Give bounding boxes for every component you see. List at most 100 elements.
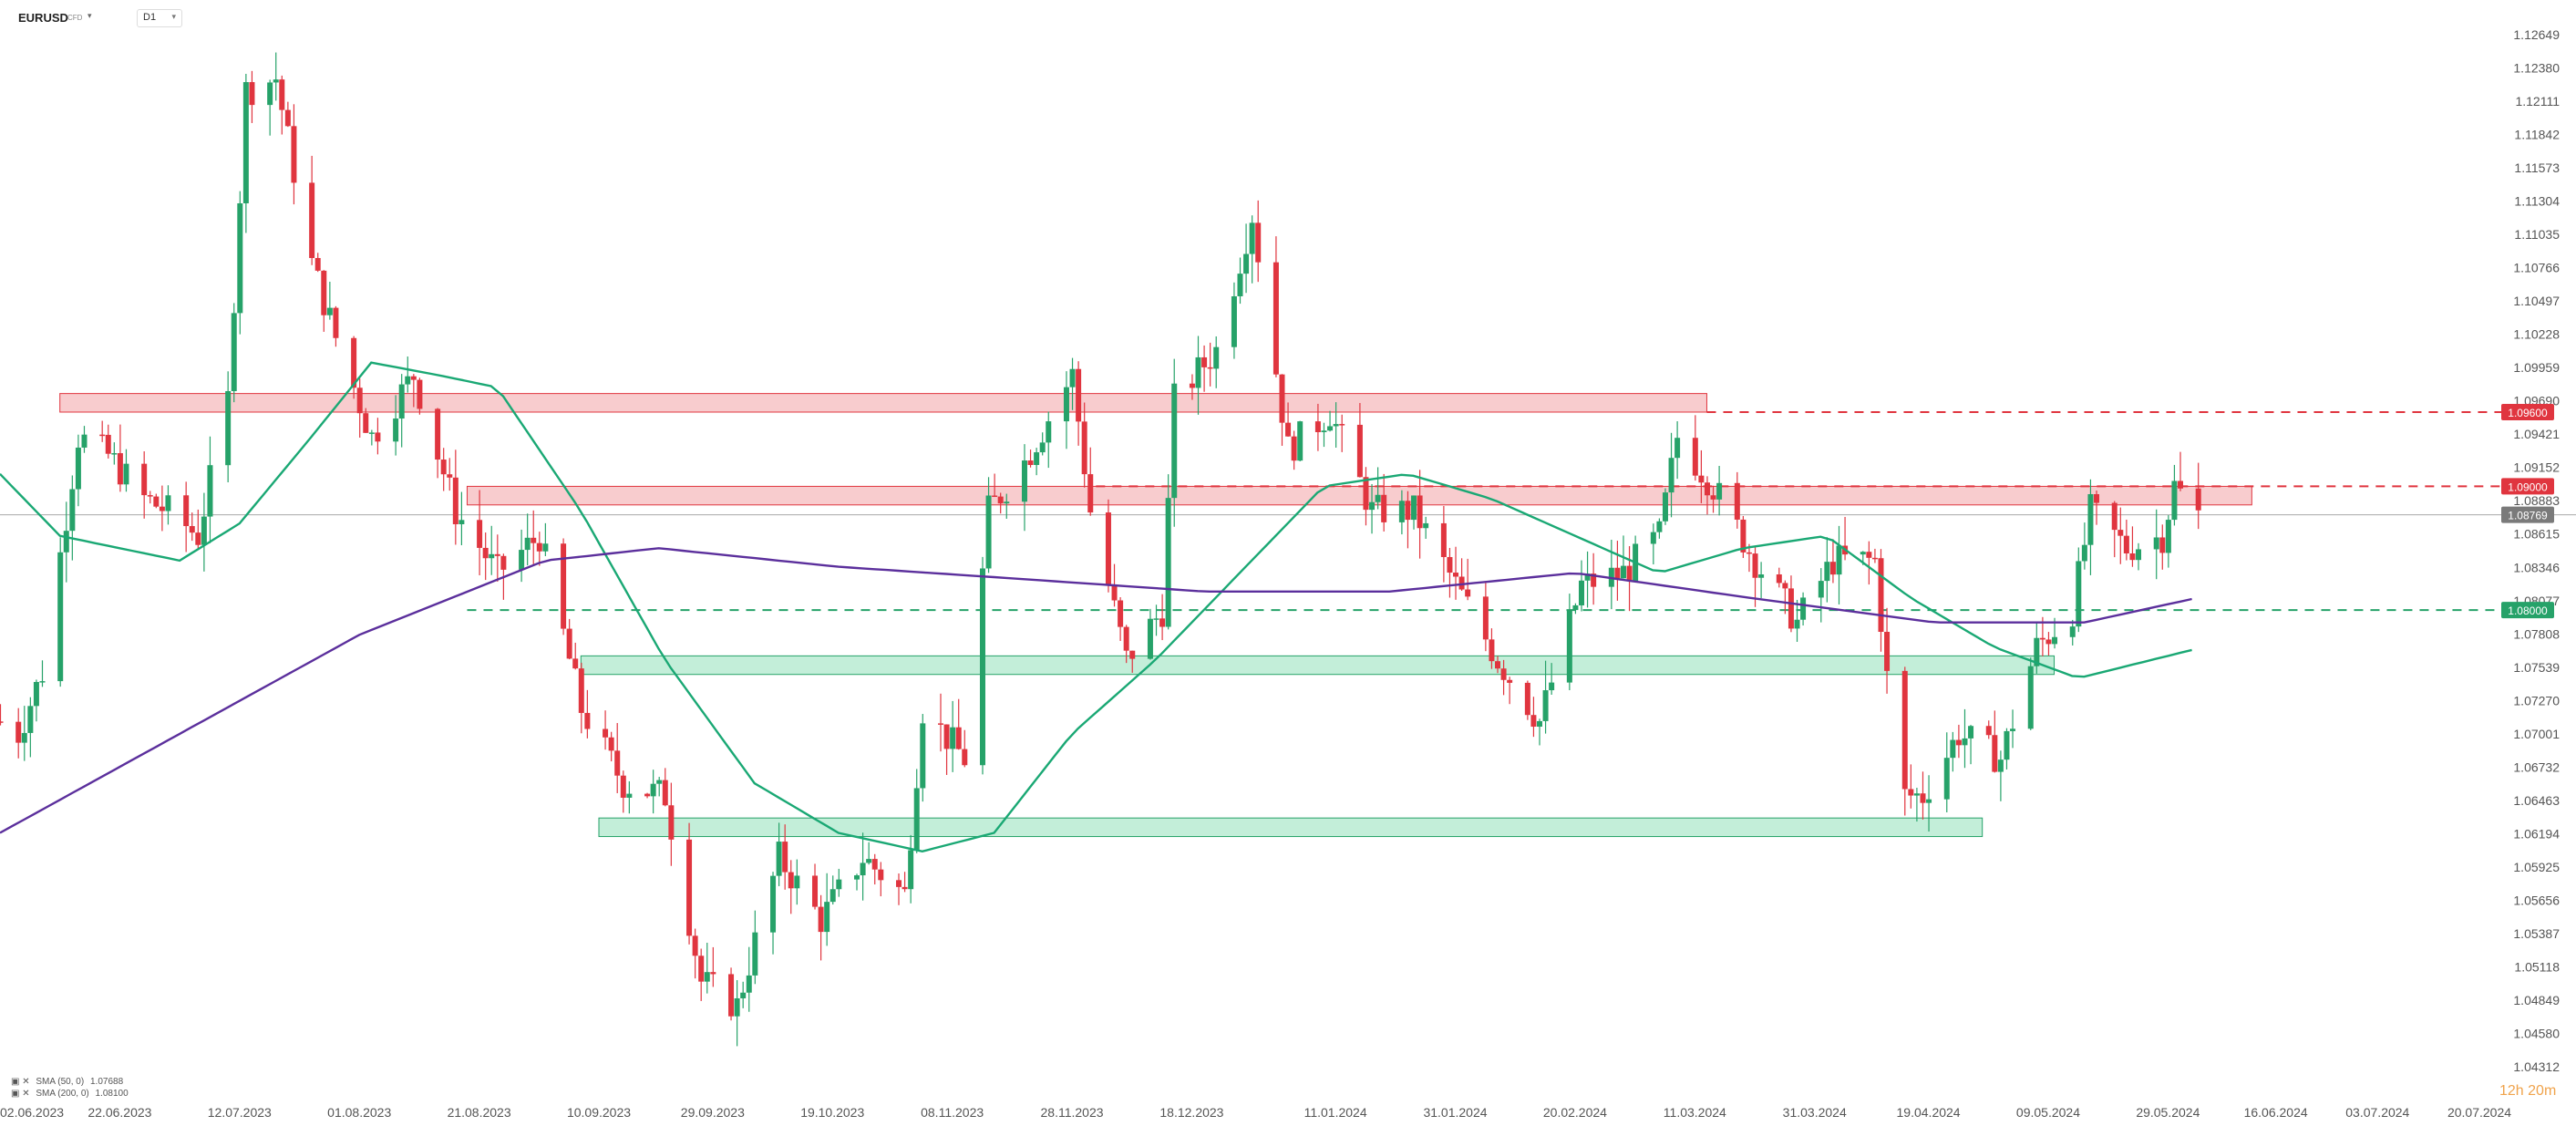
candle <box>1584 551 1591 608</box>
resistance-zone <box>59 393 1707 413</box>
candle <box>1285 402 1292 437</box>
candle <box>1027 449 1034 468</box>
candle <box>452 449 459 545</box>
legend-sma200[interactable]: ▣ ✕ SMA (200, 0) 1.08100 <box>7 1088 129 1100</box>
svg-text:1.08769: 1.08769 <box>2508 510 2548 522</box>
candle <box>603 710 609 750</box>
symbol-name[interactable]: EURUSD <box>18 11 68 25</box>
price-labels: 1.09600 1.09000 1.08000 1.08769 <box>2501 403 2554 619</box>
candle <box>1231 282 1237 359</box>
candle <box>482 532 489 581</box>
x-tick-label: 29.09.2023 <box>681 1105 745 1120</box>
candle <box>1656 518 1663 539</box>
candle <box>650 770 656 814</box>
y-tick-label: 1.11304 <box>2514 194 2560 209</box>
candle <box>734 980 740 1047</box>
candle <box>2034 622 2040 674</box>
y-tick-label: 1.12649 <box>2513 27 2560 42</box>
candle <box>740 981 747 1008</box>
candle <box>2159 524 2166 570</box>
candle <box>1710 485 1716 513</box>
candle <box>267 79 273 136</box>
candle <box>1063 371 1069 449</box>
y-tick-label: 1.11035 <box>2514 227 2560 242</box>
timeframe-select[interactable]: D1 ▾ <box>137 9 182 27</box>
y-tick-label: 1.05118 <box>2514 959 2560 974</box>
candle <box>356 378 363 439</box>
candle <box>836 868 842 897</box>
candle <box>1213 336 1220 388</box>
x-tick-label: 20.07.2024 <box>2447 1105 2511 1120</box>
candle <box>1829 539 1836 584</box>
x-tick-label: 11.01.2024 <box>1304 1105 1367 1120</box>
candle <box>794 859 800 905</box>
candle <box>992 473 998 498</box>
candle <box>225 371 232 483</box>
candle <box>279 75 285 135</box>
candle <box>1752 546 1758 607</box>
candle <box>321 270 327 332</box>
sma200-line <box>0 547 2192 834</box>
candle <box>1417 470 1423 559</box>
candle <box>788 860 794 914</box>
candle <box>0 704 4 726</box>
candle <box>1985 720 1992 739</box>
candle <box>1572 603 1579 615</box>
y-tick-label: 1.09421 <box>2513 427 2560 441</box>
candle <box>1039 432 1046 456</box>
candle <box>979 556 985 775</box>
x-tick-label: 18.12.2023 <box>1159 1105 1223 1120</box>
x-tick-label: 01.08.2023 <box>327 1105 391 1120</box>
candle <box>704 942 710 994</box>
y-tick-label: 1.11573 <box>2514 160 2560 175</box>
visibility-icon[interactable]: ▣ ✕ <box>11 1077 30 1087</box>
candle <box>2087 479 2094 575</box>
candle <box>1913 788 1920 822</box>
y-tick-label: 1.07539 <box>2513 660 2560 675</box>
candle <box>141 451 148 519</box>
y-tick-label: 1.04849 <box>2513 993 2560 1007</box>
support-zone <box>598 817 1984 838</box>
candle <box>698 948 705 1001</box>
candle <box>1255 200 1262 283</box>
candle <box>1836 525 1842 604</box>
candle <box>27 697 34 758</box>
candle <box>824 873 830 946</box>
candle <box>2004 728 2010 770</box>
candle <box>1405 491 1411 549</box>
symbol-dropdown-icon[interactable]: ▾ <box>88 11 92 20</box>
chart-toolbar: EURUSD CFD ▾ D1 ▾ <box>0 0 273 27</box>
candle <box>519 529 525 583</box>
candle <box>1279 374 1285 446</box>
x-tick-label: 12.07.2023 <box>208 1105 272 1120</box>
x-tick-label: 28.11.2023 <box>1041 1105 1104 1120</box>
candle <box>812 863 819 910</box>
candle <box>1842 516 1849 561</box>
moving-averages <box>0 361 2192 853</box>
candle <box>1614 541 1621 601</box>
candle <box>710 946 716 987</box>
candle <box>752 910 758 985</box>
candle <box>584 689 591 739</box>
candle <box>1171 358 1178 527</box>
candle <box>1453 546 1459 600</box>
candle <box>1674 421 1681 480</box>
x-tick-label: 02.06.2023 <box>0 1105 64 1120</box>
candle <box>1237 257 1243 305</box>
price-levels <box>0 410 2576 612</box>
candle <box>2094 491 2100 525</box>
visibility-icon[interactable]: ▣ ✕ <box>11 1089 30 1099</box>
y-tick-label: 1.04580 <box>2513 1026 2560 1040</box>
candle <box>542 522 549 556</box>
legend-sma50[interactable]: ▣ ✕ SMA (50, 0) 1.07688 <box>7 1076 129 1088</box>
candle <box>1992 710 1998 773</box>
candle <box>1147 608 1153 660</box>
candle <box>1824 537 1830 603</box>
candle <box>1740 515 1747 558</box>
candle <box>1375 467 1381 510</box>
candle <box>2171 464 2178 526</box>
candle <box>237 191 243 335</box>
candle <box>1962 708 1968 769</box>
candle <box>878 862 884 897</box>
